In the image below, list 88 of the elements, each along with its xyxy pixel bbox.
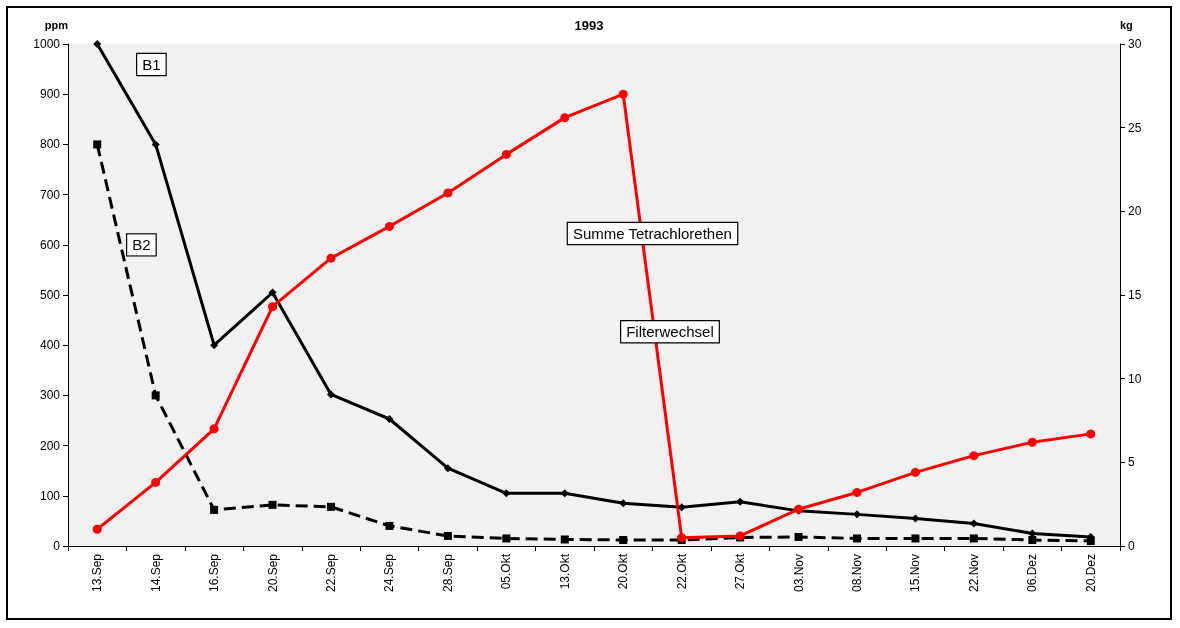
- point: [619, 535, 628, 544]
- point: [93, 40, 102, 48]
- y-tick-label: 900: [39, 87, 61, 102]
- series-label: Summe Tetrachlorethen: [572, 224, 732, 242]
- annotation: Filterwechsel: [626, 323, 714, 341]
- point: [385, 521, 394, 530]
- point: [326, 253, 336, 263]
- point: [210, 341, 219, 350]
- point: [151, 477, 161, 487]
- y-axis-title: ppm: [44, 18, 69, 31]
- point: [327, 502, 335, 511]
- series-label: B1: [142, 56, 161, 73]
- x-tick-label: 22.Sep: [324, 553, 338, 593]
- point: [209, 424, 219, 434]
- point: [969, 451, 979, 461]
- point: [618, 89, 628, 99]
- y2-tick-label: 15: [1128, 288, 1142, 302]
- x-tick-label: 13.Okt: [557, 553, 572, 590]
- x-tick-label: 14.Sep: [148, 553, 163, 593]
- y-tick-label: 700: [39, 187, 61, 202]
- x-tick-label: 05.Okt: [499, 553, 514, 590]
- point: [210, 505, 219, 514]
- y-tick-label: 400: [39, 338, 61, 353]
- point: [1027, 437, 1037, 447]
- x-tick-label: 24.Sep: [382, 553, 397, 593]
- x-tick-label: 22.Nov: [966, 554, 981, 593]
- point: [852, 487, 862, 497]
- y2-tick-label: 25: [1128, 120, 1142, 135]
- point: [443, 464, 452, 473]
- y-tick-label: 300: [39, 388, 61, 403]
- y2-tick-label: 10: [1128, 371, 1142, 386]
- point: [385, 414, 394, 423]
- y2-axis-title: kg: [1120, 18, 1133, 31]
- point: [501, 149, 511, 159]
- series-label: B2: [132, 236, 151, 254]
- y2-tick-label: 20: [1128, 204, 1142, 219]
- point: [443, 531, 452, 540]
- x-tick-label: 13.Sep: [90, 553, 105, 593]
- y2-tick-label: 5: [1128, 455, 1135, 470]
- point: [853, 534, 861, 543]
- x-tick-label: 20.Okt: [616, 553, 631, 590]
- x-tick-label: 22.Okt: [674, 553, 689, 590]
- point: [327, 390, 335, 399]
- point: [268, 500, 277, 509]
- y-tick-label: 500: [39, 288, 61, 302]
- y-tick-label: 800: [39, 137, 61, 152]
- point: [502, 534, 511, 543]
- point: [268, 302, 278, 312]
- x-tick-label: 20.Sep: [265, 553, 280, 593]
- point: [736, 497, 745, 506]
- x-tick-label: 15.Nov: [908, 554, 923, 593]
- y2-tick-label: 0: [1128, 539, 1135, 553]
- point: [677, 503, 686, 512]
- point: [1028, 535, 1037, 544]
- point: [151, 391, 160, 400]
- point: [560, 535, 569, 544]
- point: [560, 489, 569, 498]
- y-tick-label: 200: [39, 438, 61, 453]
- point: [910, 467, 920, 477]
- x-tick-label: 16.Sep: [207, 553, 222, 593]
- y-tick-label: 100: [39, 488, 61, 503]
- y-tick-label: 600: [39, 237, 61, 252]
- x-tick-label: 08.Nov: [850, 554, 864, 593]
- x-tick-label: 03.Nov: [791, 554, 806, 593]
- y-tick-label: 1000: [33, 37, 61, 51]
- x-tick-label: 06.Dez: [1025, 554, 1040, 593]
- point: [93, 140, 102, 149]
- point: [151, 140, 160, 149]
- point: [92, 524, 102, 534]
- x-tick-label: 20.Dez: [1083, 554, 1098, 593]
- point: [443, 188, 453, 198]
- point: [502, 489, 511, 498]
- point: [853, 510, 861, 519]
- point: [794, 532, 803, 541]
- point: [384, 221, 394, 231]
- point: [911, 514, 920, 523]
- y-tick-label: 0: [53, 539, 61, 553]
- y2-tick-label: 30: [1128, 37, 1142, 51]
- x-tick-label: 27.Okt: [733, 553, 748, 590]
- point: [268, 288, 277, 297]
- point: [969, 534, 978, 543]
- point: [1086, 536, 1095, 545]
- point: [969, 519, 978, 528]
- chart-title: 1993: [574, 18, 604, 33]
- x-tick-label: 28.Sep: [440, 553, 455, 593]
- point: [560, 113, 570, 123]
- point: [1086, 429, 1096, 439]
- point: [911, 534, 920, 543]
